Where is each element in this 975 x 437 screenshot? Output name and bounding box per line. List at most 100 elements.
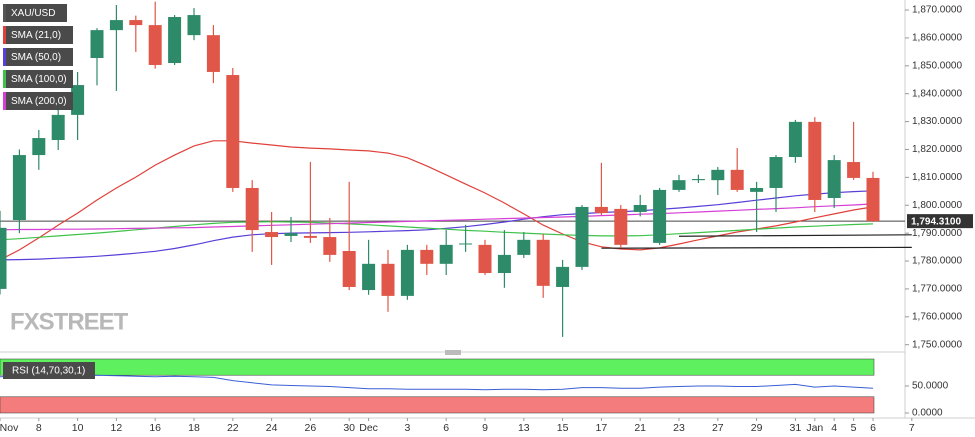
candle-body (206, 35, 220, 72)
candle-body (109, 20, 123, 31)
legend-swatch (3, 70, 6, 88)
x-tick-label: 27 (712, 422, 724, 434)
y-tick-label: 1,750.0000 (912, 339, 962, 350)
candle-body (478, 244, 492, 274)
y-tick-label: 1,870.0000 (912, 5, 962, 16)
candle-body (750, 187, 764, 192)
candle-body (536, 239, 550, 286)
legend-swatch (3, 92, 6, 110)
y-tick-label: 1,860.0000 (912, 33, 962, 44)
candle-body (168, 17, 182, 64)
legend-swatch (3, 48, 6, 66)
candle-body (556, 266, 570, 287)
candle-body (71, 85, 85, 115)
trendline (601, 246, 912, 249)
x-tick-label: 23 (673, 422, 685, 434)
legend-label: SMA (21,0) (11, 30, 61, 41)
x-tick-label: 29 (751, 422, 763, 434)
x-tick-label: 8 (36, 422, 42, 434)
legend-box[interactable] (3, 4, 67, 22)
last-price-label: 1,794.3100 (911, 216, 961, 227)
x-tick-label: 18 (188, 422, 200, 434)
x-tick-label: 16 (149, 422, 161, 434)
x-tick-label: 10 (72, 422, 84, 434)
candle-body (730, 169, 744, 190)
x-tick-label: 13 (518, 422, 530, 434)
legend-label: SMA (200,0) (11, 96, 67, 107)
x-tick-label: 22 (227, 422, 239, 434)
x-tick-label: 9 (482, 422, 488, 434)
y-tick-label: 1,790.0000 (912, 228, 962, 239)
resize-handle[interactable] (445, 350, 461, 355)
rsi-title-box[interactable] (3, 362, 95, 379)
candle-body (32, 138, 46, 156)
x-tick-label: 4 (831, 422, 837, 434)
candle-body (323, 237, 337, 255)
candle-body (711, 169, 725, 181)
legend-swatch (3, 4, 6, 22)
rsi-title: RSI (14,70,30,1) (12, 366, 85, 377)
y-tick-label: 1,840.0000 (912, 88, 962, 99)
last-price-box (907, 214, 973, 229)
y-tick-label: 50.0000 (912, 381, 949, 392)
candle-body (129, 20, 143, 26)
candle-body (866, 177, 880, 222)
sma-line (0, 221, 874, 241)
candle-body (303, 235, 317, 238)
y-tick-label: 1,770.0000 (912, 284, 962, 295)
legend-box[interactable] (3, 48, 73, 66)
x-tick-label: 6 (870, 422, 876, 434)
x-tick-label: 31 (790, 422, 802, 434)
x-tick-label: 6 (443, 422, 449, 434)
candle-body (187, 15, 201, 36)
candle-body (594, 206, 608, 214)
candle-body (265, 232, 279, 238)
candle-body (284, 233, 298, 236)
y-tick-label: 1,760.0000 (912, 311, 962, 322)
candle-body (769, 157, 783, 188)
legend-label: XAU/USD (11, 8, 55, 19)
watermark: FXSTREET (10, 308, 129, 335)
legend-label: SMA (100,0) (11, 74, 67, 85)
rsi-zone (0, 396, 875, 414)
x-tick-label: 26 (305, 422, 317, 434)
y-tick-label: 1,820.0000 (912, 144, 962, 155)
y-tick-label: 1,810.0000 (912, 172, 962, 183)
candle-body (459, 243, 473, 245)
x-tick-label: 15 (557, 422, 569, 434)
sma-line (0, 203, 874, 231)
x-tick-label: Jan (806, 422, 823, 434)
x-tick-label: 12 (111, 422, 123, 434)
x-tick-label: 7 (909, 422, 915, 434)
x-tick-label: 5 (851, 422, 857, 434)
candle-body (362, 263, 376, 291)
candle-body (575, 206, 589, 267)
rsi-line (0, 374, 874, 391)
x-tick-label: Nov (0, 422, 19, 434)
candle-body (847, 162, 861, 178)
y-tick-label: 1,850.0000 (912, 60, 962, 71)
candle-body (90, 30, 104, 59)
candle-body (808, 121, 822, 200)
legend-box[interactable] (3, 92, 73, 110)
candle-body (614, 208, 628, 245)
x-tick-label: 3 (404, 422, 410, 434)
legend-box[interactable] (3, 26, 73, 44)
candle-body (497, 254, 511, 274)
candle-body (381, 263, 395, 296)
candle-body (12, 155, 26, 221)
candle-body (226, 75, 240, 188)
x-tick-label: Dec (359, 422, 378, 434)
x-tick-label: 21 (634, 422, 646, 434)
y-tick-label: 1,780.0000 (912, 256, 962, 267)
x-tick-label: 24 (266, 422, 278, 434)
legend-swatch (3, 26, 6, 44)
rsi-zone (0, 358, 875, 376)
y-tick-label: 0.0000 (912, 408, 943, 419)
legend-box[interactable] (3, 70, 73, 88)
legend-label: SMA (50,0) (11, 52, 61, 63)
candle-body (439, 244, 453, 264)
candle-body (0, 227, 7, 289)
